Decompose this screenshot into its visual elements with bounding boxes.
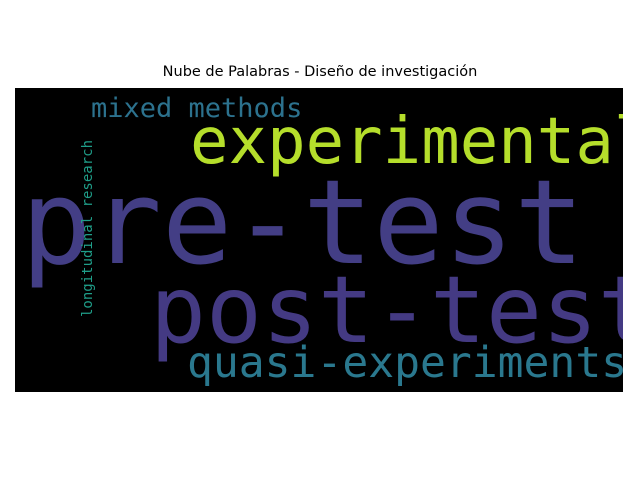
word-longitudinal-research: longitudinal research bbox=[80, 139, 96, 317]
chart-title: Nube de Palabras - Diseño de investigaci… bbox=[162, 64, 478, 80]
word-pre-test: pre-test bbox=[21, 154, 585, 291]
wordcloud-panel: pre-test post-test experimental quasi-ex… bbox=[15, 88, 623, 392]
word-experimental: experimental bbox=[190, 105, 623, 179]
word-quasi-experiments: quasi-experiments bbox=[187, 338, 623, 388]
word-post-test: post-test bbox=[150, 256, 623, 364]
word-mixed-methods: mixed methods bbox=[91, 93, 303, 124]
